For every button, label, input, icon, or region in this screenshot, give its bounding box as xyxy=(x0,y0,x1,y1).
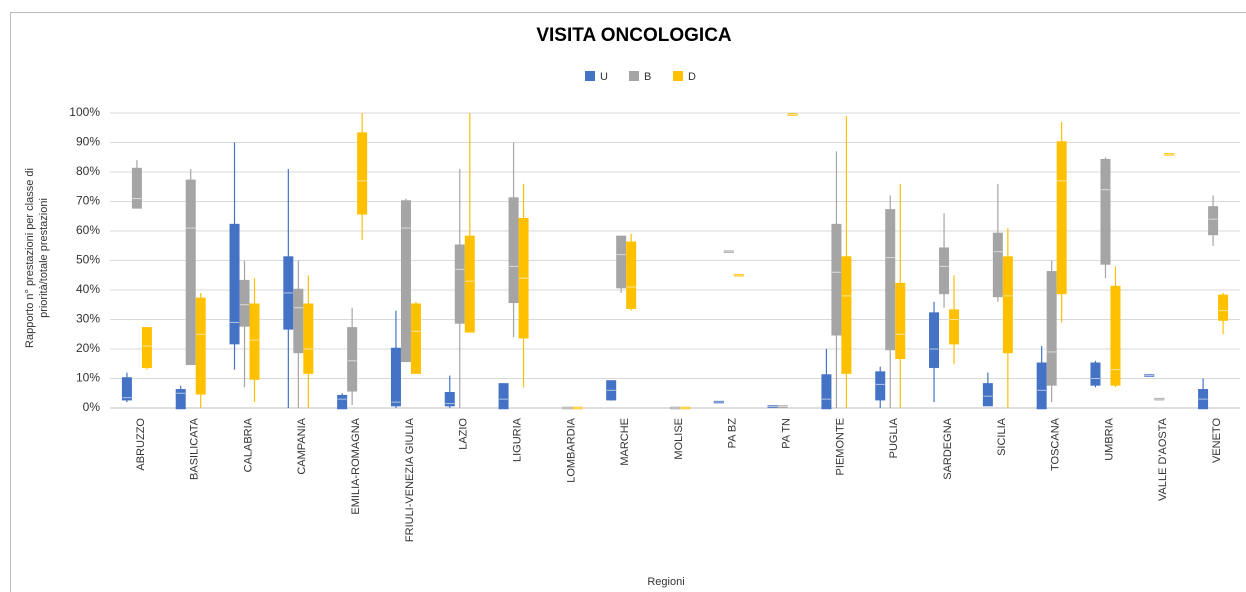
box xyxy=(337,394,348,410)
box xyxy=(1090,362,1101,386)
box xyxy=(626,241,637,309)
x-tick-label: VENETO xyxy=(1211,418,1223,463)
y-tick-label: 70% xyxy=(76,194,100,208)
y-tick-label: 50% xyxy=(76,253,100,267)
box xyxy=(454,244,465,324)
x-tick-label: FRIULI-VENEZIA GIULIA xyxy=(404,417,416,542)
box xyxy=(841,256,852,374)
x-tick-label: PA TN xyxy=(781,418,793,449)
box xyxy=(1110,285,1121,386)
box xyxy=(444,392,455,407)
box xyxy=(400,200,411,363)
legend-swatch xyxy=(629,71,639,81)
box xyxy=(141,327,152,368)
legend-swatch xyxy=(673,71,683,81)
box xyxy=(508,197,519,304)
y-tick-label: 100% xyxy=(69,105,100,119)
box xyxy=(1208,206,1219,236)
x-tick-label: BASILICATA xyxy=(189,417,201,480)
box xyxy=(195,297,206,395)
x-tick-label: UMBRIA xyxy=(1103,417,1115,460)
y-axis-label: priorità/totale prestazioni xyxy=(38,198,50,318)
y-tick-label: 60% xyxy=(76,223,100,237)
x-tick-label: MOLISE xyxy=(673,418,685,460)
x-tick-label: EMILIA-ROMAGNA xyxy=(350,417,362,514)
box xyxy=(1218,294,1229,321)
x-tick-label: CAMPANIA xyxy=(296,417,308,474)
x-tick-label: PIEMONTE xyxy=(834,418,846,475)
box xyxy=(131,167,142,209)
y-tick-label: 10% xyxy=(76,371,100,385)
x-tick-label: VALLE D'AOSTA xyxy=(1157,417,1169,501)
x-tick-label: LAZIO xyxy=(458,418,470,450)
box xyxy=(616,235,627,289)
box xyxy=(895,282,906,360)
box xyxy=(982,383,993,407)
y-tick-label: 40% xyxy=(76,282,100,296)
box xyxy=(229,223,240,345)
y-axis-label: Rapporto n° prestazioni per classe di xyxy=(24,168,36,348)
box xyxy=(949,309,960,345)
box xyxy=(1056,141,1067,295)
y-tick-label: 0% xyxy=(83,400,101,414)
legend-label: B xyxy=(644,71,651,83)
box xyxy=(1100,158,1111,265)
box xyxy=(239,279,250,327)
box xyxy=(939,247,950,295)
box xyxy=(410,303,421,374)
box xyxy=(185,179,196,365)
y-tick-label: 30% xyxy=(76,312,100,326)
box xyxy=(347,327,358,392)
y-tick-label: 80% xyxy=(76,164,100,178)
legend-label: U xyxy=(600,71,608,83)
box xyxy=(831,223,842,336)
box xyxy=(175,389,186,410)
box xyxy=(121,377,132,401)
x-tick-label: CALABRIA xyxy=(242,417,254,472)
box xyxy=(885,209,896,351)
box xyxy=(1046,271,1057,386)
x-tick-label: TOSCANA xyxy=(1050,417,1062,471)
box xyxy=(1036,362,1047,410)
box xyxy=(293,288,304,354)
chart-border xyxy=(10,12,1246,592)
box xyxy=(929,312,940,368)
x-tick-label: SICILIA xyxy=(996,417,1008,456)
x-tick-label: LIGURIA xyxy=(511,417,523,462)
box xyxy=(249,303,260,380)
box xyxy=(357,132,368,215)
box xyxy=(498,383,509,410)
box xyxy=(992,232,1003,298)
legend-label: D xyxy=(688,71,696,83)
x-tick-label: MARCHE xyxy=(619,418,631,466)
x-tick-label: PA BZ xyxy=(727,418,739,449)
box xyxy=(390,347,401,407)
x-tick-label: SARDEGNA xyxy=(942,417,954,479)
x-tick-label: PUGLIA xyxy=(888,417,900,458)
box xyxy=(821,374,832,410)
chart-title: VISITA ONCOLOGICA xyxy=(536,25,732,46)
x-tick-label: ABRUZZO xyxy=(135,418,147,471)
x-tick-label: LOMBARDIA xyxy=(565,417,577,482)
y-tick-label: 90% xyxy=(76,135,100,149)
box xyxy=(464,235,475,333)
box xyxy=(875,371,886,401)
box xyxy=(303,303,314,374)
box xyxy=(1002,256,1013,354)
y-tick-label: 20% xyxy=(76,341,100,355)
x-axis-label: Regioni xyxy=(647,576,684,588)
legend-swatch xyxy=(585,71,595,81)
